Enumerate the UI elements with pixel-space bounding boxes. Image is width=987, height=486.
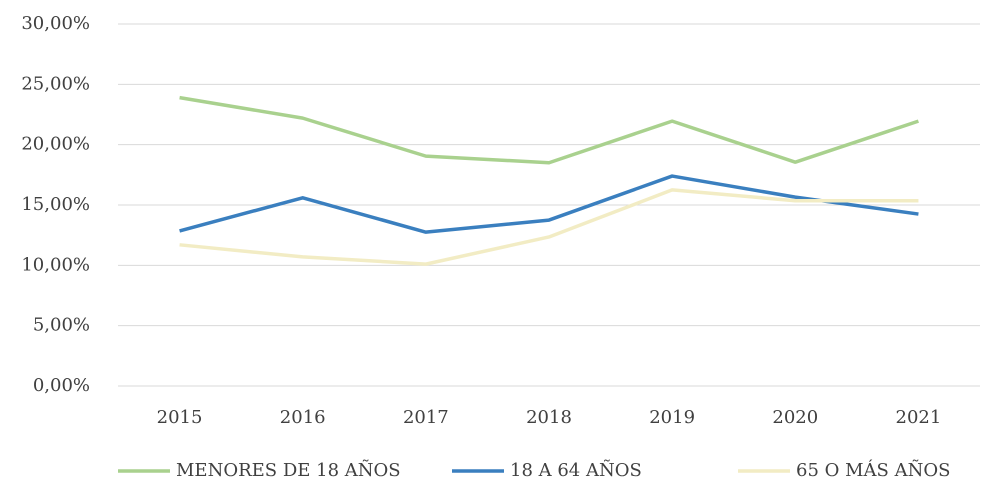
x-tick-label: 2019 [649,407,695,428]
x-tick-label: 2017 [403,407,449,428]
x-tick-label: 2020 [772,407,818,428]
series-line [179,95,919,165]
y-tick-label: 10,00% [21,254,90,275]
legend-label: 18 A 64 AÑOS [510,458,642,481]
x-tick-label: 2015 [157,407,203,428]
y-tick-label: 20,00% [21,134,90,155]
x-tick-label: 2016 [280,407,326,428]
x-tick-label: 2018 [526,407,572,428]
series-line [179,174,919,234]
y-tick-label: 25,00% [21,73,90,94]
y-tick-label: 30,00% [21,13,90,34]
legend-label: 65 O MÁS AÑOS [796,458,950,481]
y-tick-label: 5,00% [33,315,90,336]
y-tick-label: 0,00% [33,375,90,396]
x-tick-label: 2021 [896,407,942,428]
y-tick-label: 15,00% [21,194,90,215]
series-line [179,188,919,266]
legend-label: MENORES DE 18 AÑOS [176,458,401,481]
